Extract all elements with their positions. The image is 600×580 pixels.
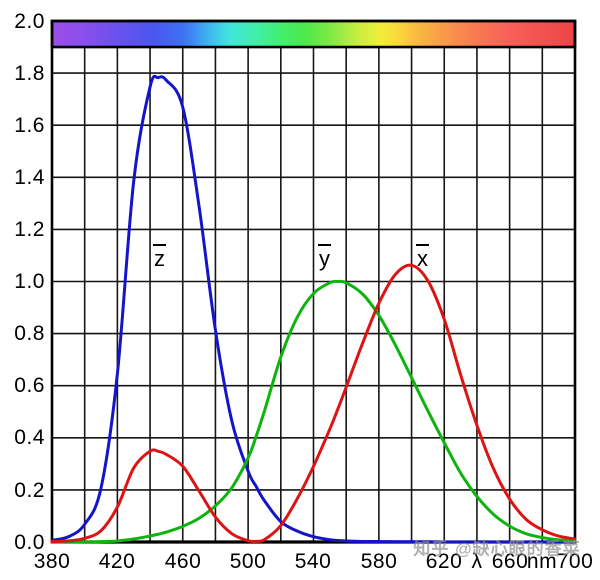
x-tick-label: 380 xyxy=(33,550,71,573)
x-tick-label: 420 xyxy=(98,550,136,573)
x-tick-label: 540 xyxy=(294,550,332,573)
y-tick-label: 0.2 xyxy=(14,479,45,502)
y-tick-label: 1.8 xyxy=(14,62,45,85)
x-tick-label: 580 xyxy=(360,550,398,573)
x-tick-label: 500 xyxy=(229,550,267,573)
x-tick-label: 620 xyxy=(425,550,463,573)
x-tick-label: 700 xyxy=(556,550,594,573)
x-axis-unit-nm: nm xyxy=(526,550,558,573)
y-tick-label: 2.0 xyxy=(14,10,45,33)
y-tick-label: 1.0 xyxy=(14,270,45,293)
y-tick-label: 0.6 xyxy=(14,374,45,397)
y-tick-label: 1.6 xyxy=(14,114,45,137)
zbar-curve-label: z xyxy=(153,244,166,271)
ybar-curve-label: y xyxy=(318,244,331,271)
x-tick-label: 460 xyxy=(164,550,202,573)
y-tick-label: 1.2 xyxy=(14,218,45,241)
y-tick-label: 0.8 xyxy=(14,322,45,345)
watermark-text: 知乎 @缺心眼的香菜 xyxy=(413,539,581,559)
xbar-curve-label: x xyxy=(416,244,429,271)
x-axis-symbol-lambda: λ xyxy=(471,550,483,573)
y-tick-label: 0.0 xyxy=(14,531,45,554)
y-tick-label: 1.4 xyxy=(14,166,45,189)
y-tick-label: 0.4 xyxy=(14,426,45,449)
x-tick-label: 660 xyxy=(491,550,529,573)
